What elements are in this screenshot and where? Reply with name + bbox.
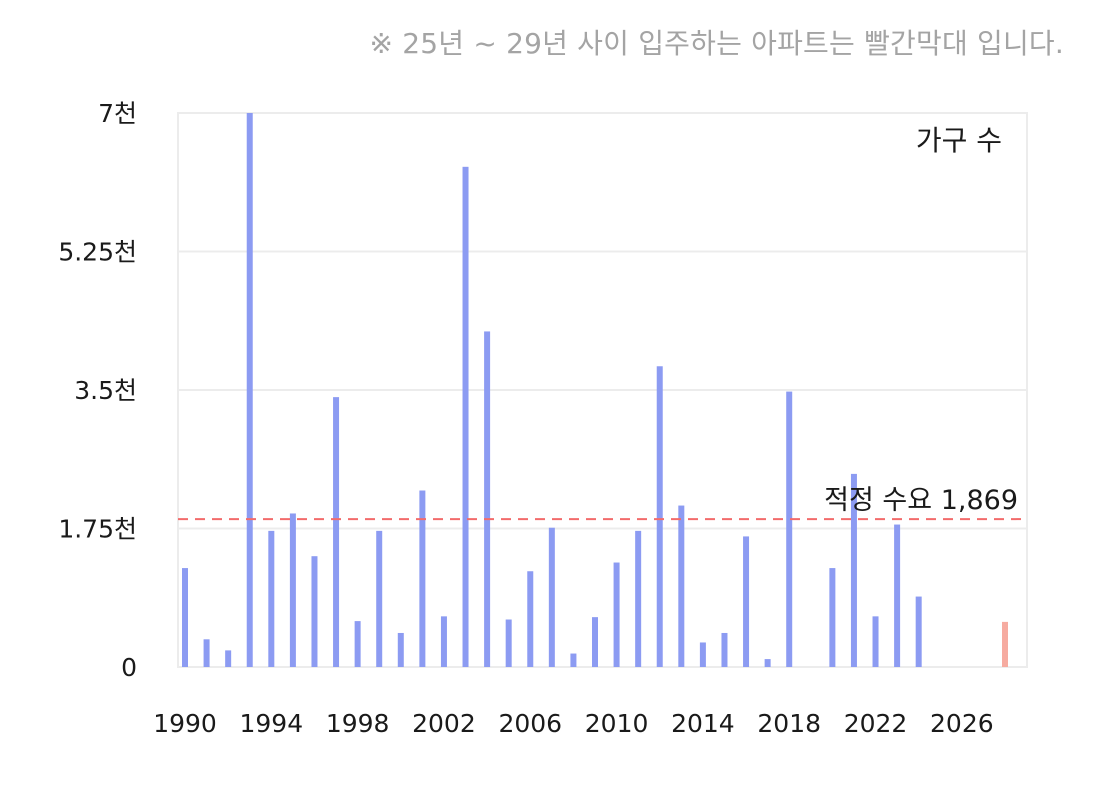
bar xyxy=(570,653,577,667)
reference-line-label: 적정 수요 1,869 xyxy=(824,485,1018,516)
x-tick-label: 2018 xyxy=(757,709,821,738)
bar xyxy=(656,366,663,667)
bar xyxy=(613,562,620,667)
bar xyxy=(376,530,383,667)
x-tick-label: 1990 xyxy=(153,709,217,738)
bar xyxy=(505,619,512,667)
bar xyxy=(678,505,685,667)
bar xyxy=(311,556,318,667)
bar xyxy=(419,490,426,667)
bar xyxy=(894,524,901,667)
y-axis-ticks: 0 1.75천 3.5천 5.25천 7천 xyxy=(58,99,137,682)
bar xyxy=(289,513,296,667)
bar xyxy=(829,568,836,667)
bar xyxy=(462,166,469,667)
bar xyxy=(743,536,750,667)
x-tick-label: 2014 xyxy=(671,709,735,738)
x-tick-label: 2006 xyxy=(498,709,562,738)
x-tick-label: 2010 xyxy=(585,709,649,738)
bar xyxy=(635,530,642,667)
bar xyxy=(225,650,232,667)
x-tick-label: 1994 xyxy=(240,709,304,738)
y-tick-label: 1.75천 xyxy=(58,515,137,544)
y-tick-label: 3.5천 xyxy=(74,376,137,405)
bar xyxy=(592,617,598,667)
bar xyxy=(440,616,447,667)
bar xyxy=(333,397,340,667)
x-axis-ticks: 1990 1994 1998 2002 2006 2010 2014 2018 2022 2026 xyxy=(153,709,993,738)
bar xyxy=(182,568,188,667)
x-tick-label: 2002 xyxy=(412,709,476,738)
bar xyxy=(246,113,253,667)
y-tick-label: 5.25천 xyxy=(58,238,137,267)
bar xyxy=(548,527,555,667)
chart-note: ※ 25년 ~ 29년 사이 입주하는 아파트는 빨간막대 입니다. xyxy=(369,27,1064,60)
bar xyxy=(699,642,706,667)
bar xyxy=(786,391,793,667)
bar xyxy=(764,659,771,667)
bar xyxy=(268,530,275,667)
bar xyxy=(397,632,404,667)
bar xyxy=(872,616,879,667)
bar xyxy=(484,331,491,667)
x-tick-label: 2026 xyxy=(930,709,994,738)
bar xyxy=(203,639,210,667)
bar xyxy=(527,571,534,667)
x-tick-label: 2022 xyxy=(844,709,908,738)
x-tick-label: 1998 xyxy=(326,709,390,738)
bar xyxy=(354,621,361,667)
bar-highlight xyxy=(1002,621,1008,667)
bar xyxy=(721,632,728,667)
y-tick-label: 0 xyxy=(121,653,137,682)
bar xyxy=(915,596,922,667)
bar xyxy=(850,473,857,667)
bars xyxy=(182,113,1008,667)
plot-frame xyxy=(177,112,1028,668)
y-tick-label: 7천 xyxy=(98,99,137,128)
legend-label: 가구 수 xyxy=(916,124,1002,157)
